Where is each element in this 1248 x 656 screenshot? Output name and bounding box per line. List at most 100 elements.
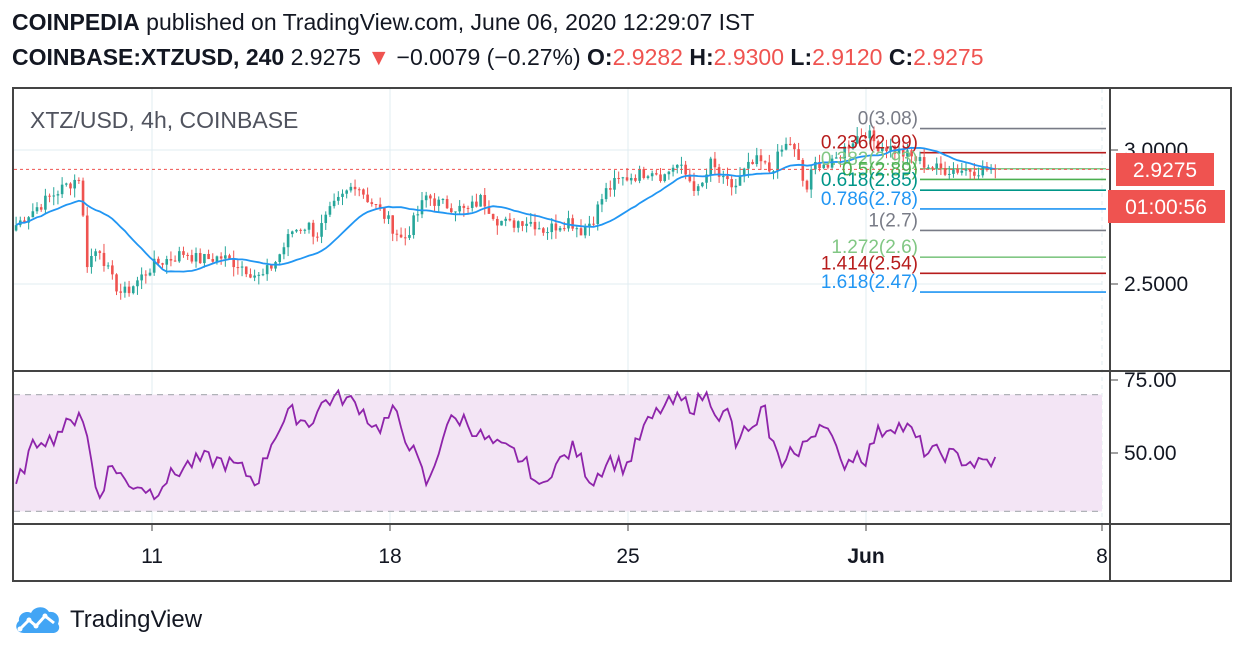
candle <box>881 147 884 152</box>
candle <box>65 183 68 185</box>
down-arrow-icon: ▼ <box>367 44 391 70</box>
candle <box>270 265 273 269</box>
candle <box>730 179 733 188</box>
candle <box>454 211 457 213</box>
candle <box>776 151 779 172</box>
candle <box>780 149 784 152</box>
candle <box>161 263 164 265</box>
candle <box>847 146 851 149</box>
rsi-tick-label: 50.00 <box>1124 442 1177 465</box>
candle <box>855 136 859 144</box>
chart-title: XTZ/USD, 4h, COINBASE <box>30 107 298 133</box>
candle <box>713 158 717 168</box>
candle <box>788 143 792 145</box>
candle <box>709 158 713 175</box>
candle <box>763 161 767 163</box>
candle <box>751 161 754 165</box>
last-price: 2.9275 <box>290 44 361 70</box>
candle <box>345 190 348 194</box>
candle <box>554 223 558 231</box>
candle <box>144 274 148 276</box>
symbol-label: COINBASE:XTZUSD, 240 <box>12 44 285 70</box>
candle <box>596 204 600 224</box>
candle <box>119 291 123 293</box>
candle <box>834 157 838 159</box>
candle <box>583 226 587 236</box>
candle <box>638 169 641 181</box>
candle <box>797 149 800 160</box>
fib-label: 0.786(2.78) <box>821 189 918 210</box>
candle <box>537 228 541 230</box>
low-label: L: <box>790 44 813 70</box>
candle <box>818 161 821 169</box>
candle <box>328 206 332 215</box>
candle <box>366 194 369 203</box>
candle <box>311 222 315 237</box>
candle <box>332 200 336 207</box>
candle <box>793 144 796 150</box>
candle <box>215 256 219 262</box>
candle <box>470 201 474 208</box>
publisher-name: COINPEDIA <box>12 9 140 35</box>
candle <box>194 253 198 262</box>
candle <box>362 189 365 195</box>
candle <box>952 169 955 174</box>
candle <box>734 185 738 188</box>
candle <box>755 155 759 165</box>
close-value: 2.9275 <box>913 44 984 70</box>
tradingview-brand: TradingView <box>70 606 203 633</box>
fibonacci-levels <box>920 127 1106 293</box>
candle <box>424 195 428 201</box>
candle <box>663 174 667 181</box>
candle <box>244 266 248 275</box>
candle <box>918 157 922 161</box>
candle <box>738 176 742 186</box>
candle <box>98 251 102 253</box>
candle <box>357 189 361 191</box>
candle <box>60 184 64 195</box>
candle <box>286 234 290 248</box>
candle <box>433 198 436 206</box>
candle <box>830 158 834 168</box>
fib-label: 0(3.08) <box>858 109 918 130</box>
candle <box>521 221 524 226</box>
candle <box>341 193 344 197</box>
candle <box>408 235 411 238</box>
candle <box>558 228 562 231</box>
symbol-info: COINBASE:XTZUSD, 240 2.9275 ▼ −0.0079 (−… <box>12 44 984 71</box>
candle <box>742 168 746 177</box>
tradingview-logo[interactable]: TradingView <box>12 603 202 637</box>
candle <box>860 136 863 138</box>
candle <box>801 159 805 181</box>
publish-info: COINPEDIA published on TradingView.com, … <box>12 9 754 36</box>
candle <box>39 207 43 210</box>
high-value: 2.9300 <box>713 44 784 70</box>
chart-frame <box>12 87 1232 582</box>
candle <box>136 280 139 287</box>
candle <box>152 258 156 273</box>
candle <box>324 214 328 224</box>
candle <box>747 161 750 169</box>
candle <box>550 223 554 233</box>
candle <box>316 236 319 238</box>
candle <box>169 259 173 261</box>
candle <box>429 195 432 199</box>
candle <box>629 177 633 181</box>
candle <box>445 199 449 209</box>
candle <box>115 274 118 292</box>
fib-label: 1.414(2.54) <box>821 253 918 274</box>
candle <box>525 223 528 226</box>
candle <box>977 175 980 177</box>
candle <box>981 166 985 176</box>
candle <box>784 143 788 150</box>
candle <box>604 188 608 200</box>
candle <box>391 215 395 234</box>
tradingview-cloud-icon <box>16 607 60 633</box>
candle <box>659 174 662 181</box>
candle <box>378 204 382 208</box>
candle <box>533 221 537 230</box>
candle <box>546 232 549 234</box>
candle <box>165 259 169 265</box>
candle <box>420 200 424 215</box>
